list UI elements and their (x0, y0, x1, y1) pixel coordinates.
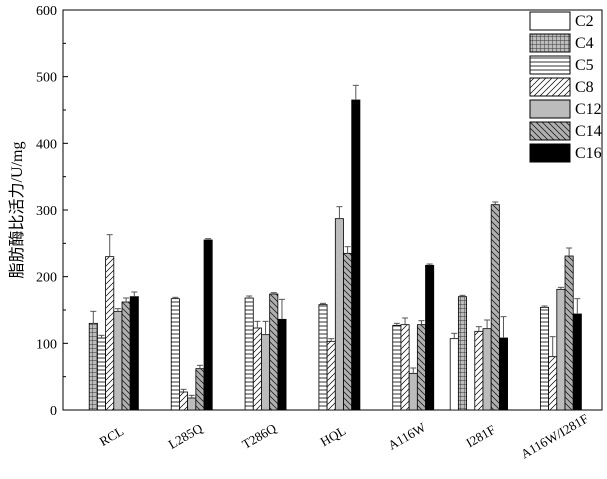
y-tick-label: 300 (36, 204, 57, 219)
legend-label-c2: C2 (575, 13, 594, 30)
bar-c8-t286q (253, 328, 261, 410)
bar-c4-rcl (89, 323, 97, 410)
legend-label-c14: C14 (575, 123, 602, 140)
y-tick-label: 0 (50, 404, 57, 419)
legend-label-c5: C5 (575, 57, 594, 74)
bar-c14-a116w (417, 325, 425, 410)
bar-c8-i281f (475, 331, 483, 410)
bar-c4-i281f (458, 297, 466, 410)
x-tick-label: A116W (385, 419, 428, 453)
bar-c16-t286q (278, 319, 286, 410)
bar-c12-t286q (261, 335, 269, 410)
bar-c12-a116w (409, 373, 417, 410)
bar-c5-a116w (393, 325, 401, 410)
bar-c5-t286q (245, 298, 253, 410)
legend: C2 C4 C5 C8 C12 C14 C16 (530, 12, 602, 162)
bar-c8-l285q (179, 392, 187, 410)
x-tick-label: RCL (97, 423, 126, 449)
legend-label-c4: C4 (575, 35, 594, 52)
y-tick-label: 400 (36, 137, 57, 152)
legend-swatch-c12 (530, 100, 570, 118)
legend-swatch-c5 (530, 56, 570, 74)
bar-c14-i281f (491, 205, 499, 410)
legend-swatch-c16 (530, 144, 570, 162)
bar-c8-hql (327, 341, 335, 410)
bar-c16-i281f (499, 338, 507, 410)
legend-swatch-c4 (530, 34, 570, 52)
bar-c16-l285q (204, 240, 212, 410)
bar-c5-rcl (97, 338, 105, 410)
bar-c8-a116w-i281f (549, 357, 557, 410)
legend-swatch-c2 (530, 12, 570, 30)
bar-c5-l285q (171, 299, 179, 410)
bar-c12-hql (335, 219, 343, 410)
legend-swatch-c14 (530, 122, 570, 140)
y-axis-label: 脂肪酶比活力/U/mg (8, 142, 26, 279)
x-tick-label: I281F (463, 422, 497, 451)
bar-c8-a116w (401, 325, 409, 410)
x-tick-label: A116W/I281F (518, 411, 591, 462)
legend-label-c16: C16 (575, 145, 602, 162)
bar-c2-i281f (450, 339, 458, 410)
bar-c14-l285q (196, 369, 204, 410)
bar-c16-a116w-i281f (573, 314, 581, 410)
bar-c12-i281f (483, 329, 491, 410)
y-tick-label: 600 (36, 4, 57, 19)
bar-c5-hql (319, 305, 327, 410)
bar-c16-a116w (426, 265, 434, 410)
bar-c16-rcl (130, 297, 138, 410)
bar-c14-a116w-i281f (565, 256, 573, 410)
y-tick-label: 100 (36, 337, 57, 352)
x-tick-label: L285Q (166, 420, 206, 452)
bar-c12-l285q (188, 398, 196, 410)
bar-c12-rcl (114, 311, 122, 410)
bar-c14-t286q (270, 294, 278, 410)
bar-c5-a116w-i281f (540, 307, 548, 410)
legend-label-c8: C8 (575, 79, 594, 96)
bar-c16-hql (352, 100, 360, 410)
bar-c14-hql (344, 253, 352, 410)
x-tick-label: HQL (318, 423, 349, 449)
bar-c14-rcl (122, 302, 130, 410)
bar-c8-rcl (106, 257, 114, 410)
legend-swatch-c8 (530, 78, 570, 96)
bars (89, 85, 581, 410)
y-tick-label: 500 (36, 71, 57, 86)
bar-c12-a116w-i281f (557, 289, 565, 410)
y-tick-label: 200 (36, 271, 57, 286)
x-tick-label: T286Q (239, 420, 279, 452)
legend-label-c12: C12 (575, 101, 602, 118)
